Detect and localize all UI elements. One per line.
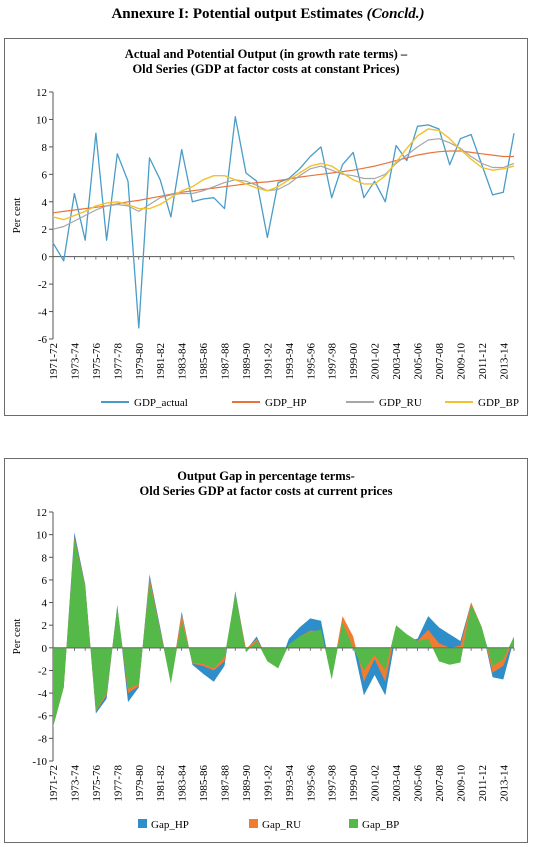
legend-label: GDP_BP	[478, 397, 519, 409]
x-tick-label: 2007-08	[434, 343, 446, 380]
y-tick-label: -2	[38, 279, 47, 291]
legend-label: GDP_actual	[134, 397, 188, 409]
legend-label: Gap_RU	[262, 819, 301, 831]
chart1-title-line2: Old Series (GDP at factor costs at const…	[132, 62, 400, 76]
growth-rate-chart-panel: Actual and Potential Output (in growth r…	[4, 38, 528, 416]
x-tick-label: 1985-86	[198, 765, 210, 802]
x-tick-label: 2005-06	[413, 343, 425, 380]
x-tick-label: 2001-02	[370, 343, 382, 380]
x-tick-label: 1975-76	[91, 765, 103, 802]
x-tick-label: 1979-80	[134, 343, 146, 380]
y-tick-label: 4	[42, 598, 48, 610]
legend-label: Gap_BP	[362, 819, 399, 831]
x-tick-label: 2011-12	[477, 765, 489, 801]
y-tick-label: 12	[36, 87, 47, 99]
x-tick-label: 1985-86	[198, 343, 210, 380]
y-tick-label: 12	[36, 507, 47, 519]
x-tick-label: 1977-78	[112, 343, 124, 380]
x-tick-label: 1991-92	[262, 765, 274, 802]
y-tick-label: -8	[38, 733, 48, 745]
x-tick-label: 1991-92	[262, 343, 274, 380]
x-tick-label: 2003-04	[391, 343, 403, 380]
series-line-gdp-bp	[52, 128, 515, 221]
y-tick-label: -10	[32, 756, 47, 768]
y-tick-label: 6	[42, 169, 48, 181]
x-tick-label: 1993-94	[284, 343, 296, 380]
growth-rate-line-chart: -6 -4 -2 0 2 4 6 8 10 12 1971-72 1973-74 1975-76 1977…	[11, 87, 519, 409]
x-tick-label: 1989-90	[241, 343, 253, 380]
y-tick-label: 4	[42, 197, 48, 209]
x-tick-label: 1995-96	[305, 343, 317, 380]
x-tick-label: 1973-74	[69, 765, 81, 802]
x-tick-label: 2013-14	[498, 343, 510, 380]
x-tick-label: 1975-76	[91, 343, 103, 380]
x-tick-label: 1989-90	[241, 765, 253, 802]
x-tick-label: 1973-74	[69, 343, 81, 380]
legend-swatch	[138, 819, 147, 828]
y-tick-label: -4	[38, 307, 48, 319]
x-tick-label: 1981-82	[155, 765, 167, 802]
legend-label: GDP_RU	[379, 397, 422, 409]
chart1-title-line1: Actual and Potential Output (in growth r…	[124, 47, 408, 61]
x-tick-label: 1971-72	[48, 343, 60, 380]
x-tick-label: 1999-00	[348, 343, 360, 380]
x-tick-label: 2013-14	[498, 765, 510, 802]
x-tick-label: 1977-78	[112, 765, 124, 802]
x-tick-label: 1979-80	[134, 765, 146, 802]
x-tick-label: 2001-02	[370, 765, 382, 802]
y-tick-label: -4	[38, 688, 48, 700]
x-tick-label: 1971-72	[48, 765, 60, 802]
legend-label: Gap_HP	[151, 819, 189, 831]
annexure-heading-text: Annexure I: Potential output Estimates	[111, 6, 363, 22]
x-tick-label: 2005-06	[413, 765, 425, 802]
y-tick-label: -6	[38, 334, 48, 346]
x-tick-label: 1987-88	[220, 765, 232, 802]
x-tick-label: 1997-98	[327, 765, 339, 802]
x-tick-label: 1997-98	[327, 343, 339, 380]
x-tick-label: 1999-00	[348, 765, 360, 802]
series-line-gdp-ru	[52, 138, 515, 230]
legend-swatch	[249, 819, 258, 828]
y-tick-label: 2	[42, 620, 48, 632]
series-area-gap-bp	[53, 539, 514, 727]
x-tick-label: 1981-82	[155, 343, 167, 380]
series-line-gdp-actual	[52, 116, 515, 329]
x-tick-label: 2009-10	[455, 343, 467, 380]
x-tick-label: 1995-96	[305, 765, 317, 802]
y-tick-label: -6	[38, 711, 48, 723]
y-tick-label: -2	[38, 665, 47, 677]
series-area-gap-hp	[53, 532, 514, 727]
output-gap-chart-panel: Output Gap in percentage terms- Old Seri…	[4, 458, 528, 843]
y-axis-label: Per cent	[11, 619, 23, 655]
x-tick-label: 2003-04	[391, 765, 403, 802]
x-tick-label: 1983-84	[177, 765, 189, 802]
output-gap-area-chart: -10 -8 -6 -4 -2 0 2 4 6 8 10 12 1971-72 1973-74 1975-7…	[11, 507, 515, 831]
y-tick-label: 10	[36, 114, 48, 126]
chart2-title-line2: Old Series GDP at factor costs at curren…	[139, 484, 393, 498]
y-tick-label: 8	[42, 142, 48, 154]
y-tick-label: 0	[42, 252, 48, 264]
legend-swatch	[349, 819, 358, 828]
chart2-title-line1: Output Gap in percentage terms-	[177, 469, 355, 483]
annexure-heading: Annexure I: Potential output Estimates (…	[0, 6, 536, 23]
x-tick-label: 1983-84	[177, 343, 189, 380]
x-tick-label: 1993-94	[284, 765, 296, 802]
y-tick-label: 10	[36, 530, 48, 542]
x-tick-label: 2009-10	[455, 765, 467, 802]
y-tick-label: 2	[42, 224, 48, 236]
annexure-heading-suffix: (Concld.)	[366, 6, 425, 22]
y-tick-label: 0	[42, 643, 48, 655]
y-axis-label: Per cent	[11, 198, 23, 234]
y-tick-label: 6	[42, 575, 48, 587]
x-tick-label: 2007-08	[434, 765, 446, 802]
x-tick-label: 1987-88	[220, 343, 232, 380]
y-tick-label: 8	[42, 552, 48, 564]
legend-label: GDP_HP	[265, 397, 307, 409]
series-line-gdp-hp	[52, 150, 514, 214]
x-tick-label: 2011-12	[477, 343, 489, 379]
